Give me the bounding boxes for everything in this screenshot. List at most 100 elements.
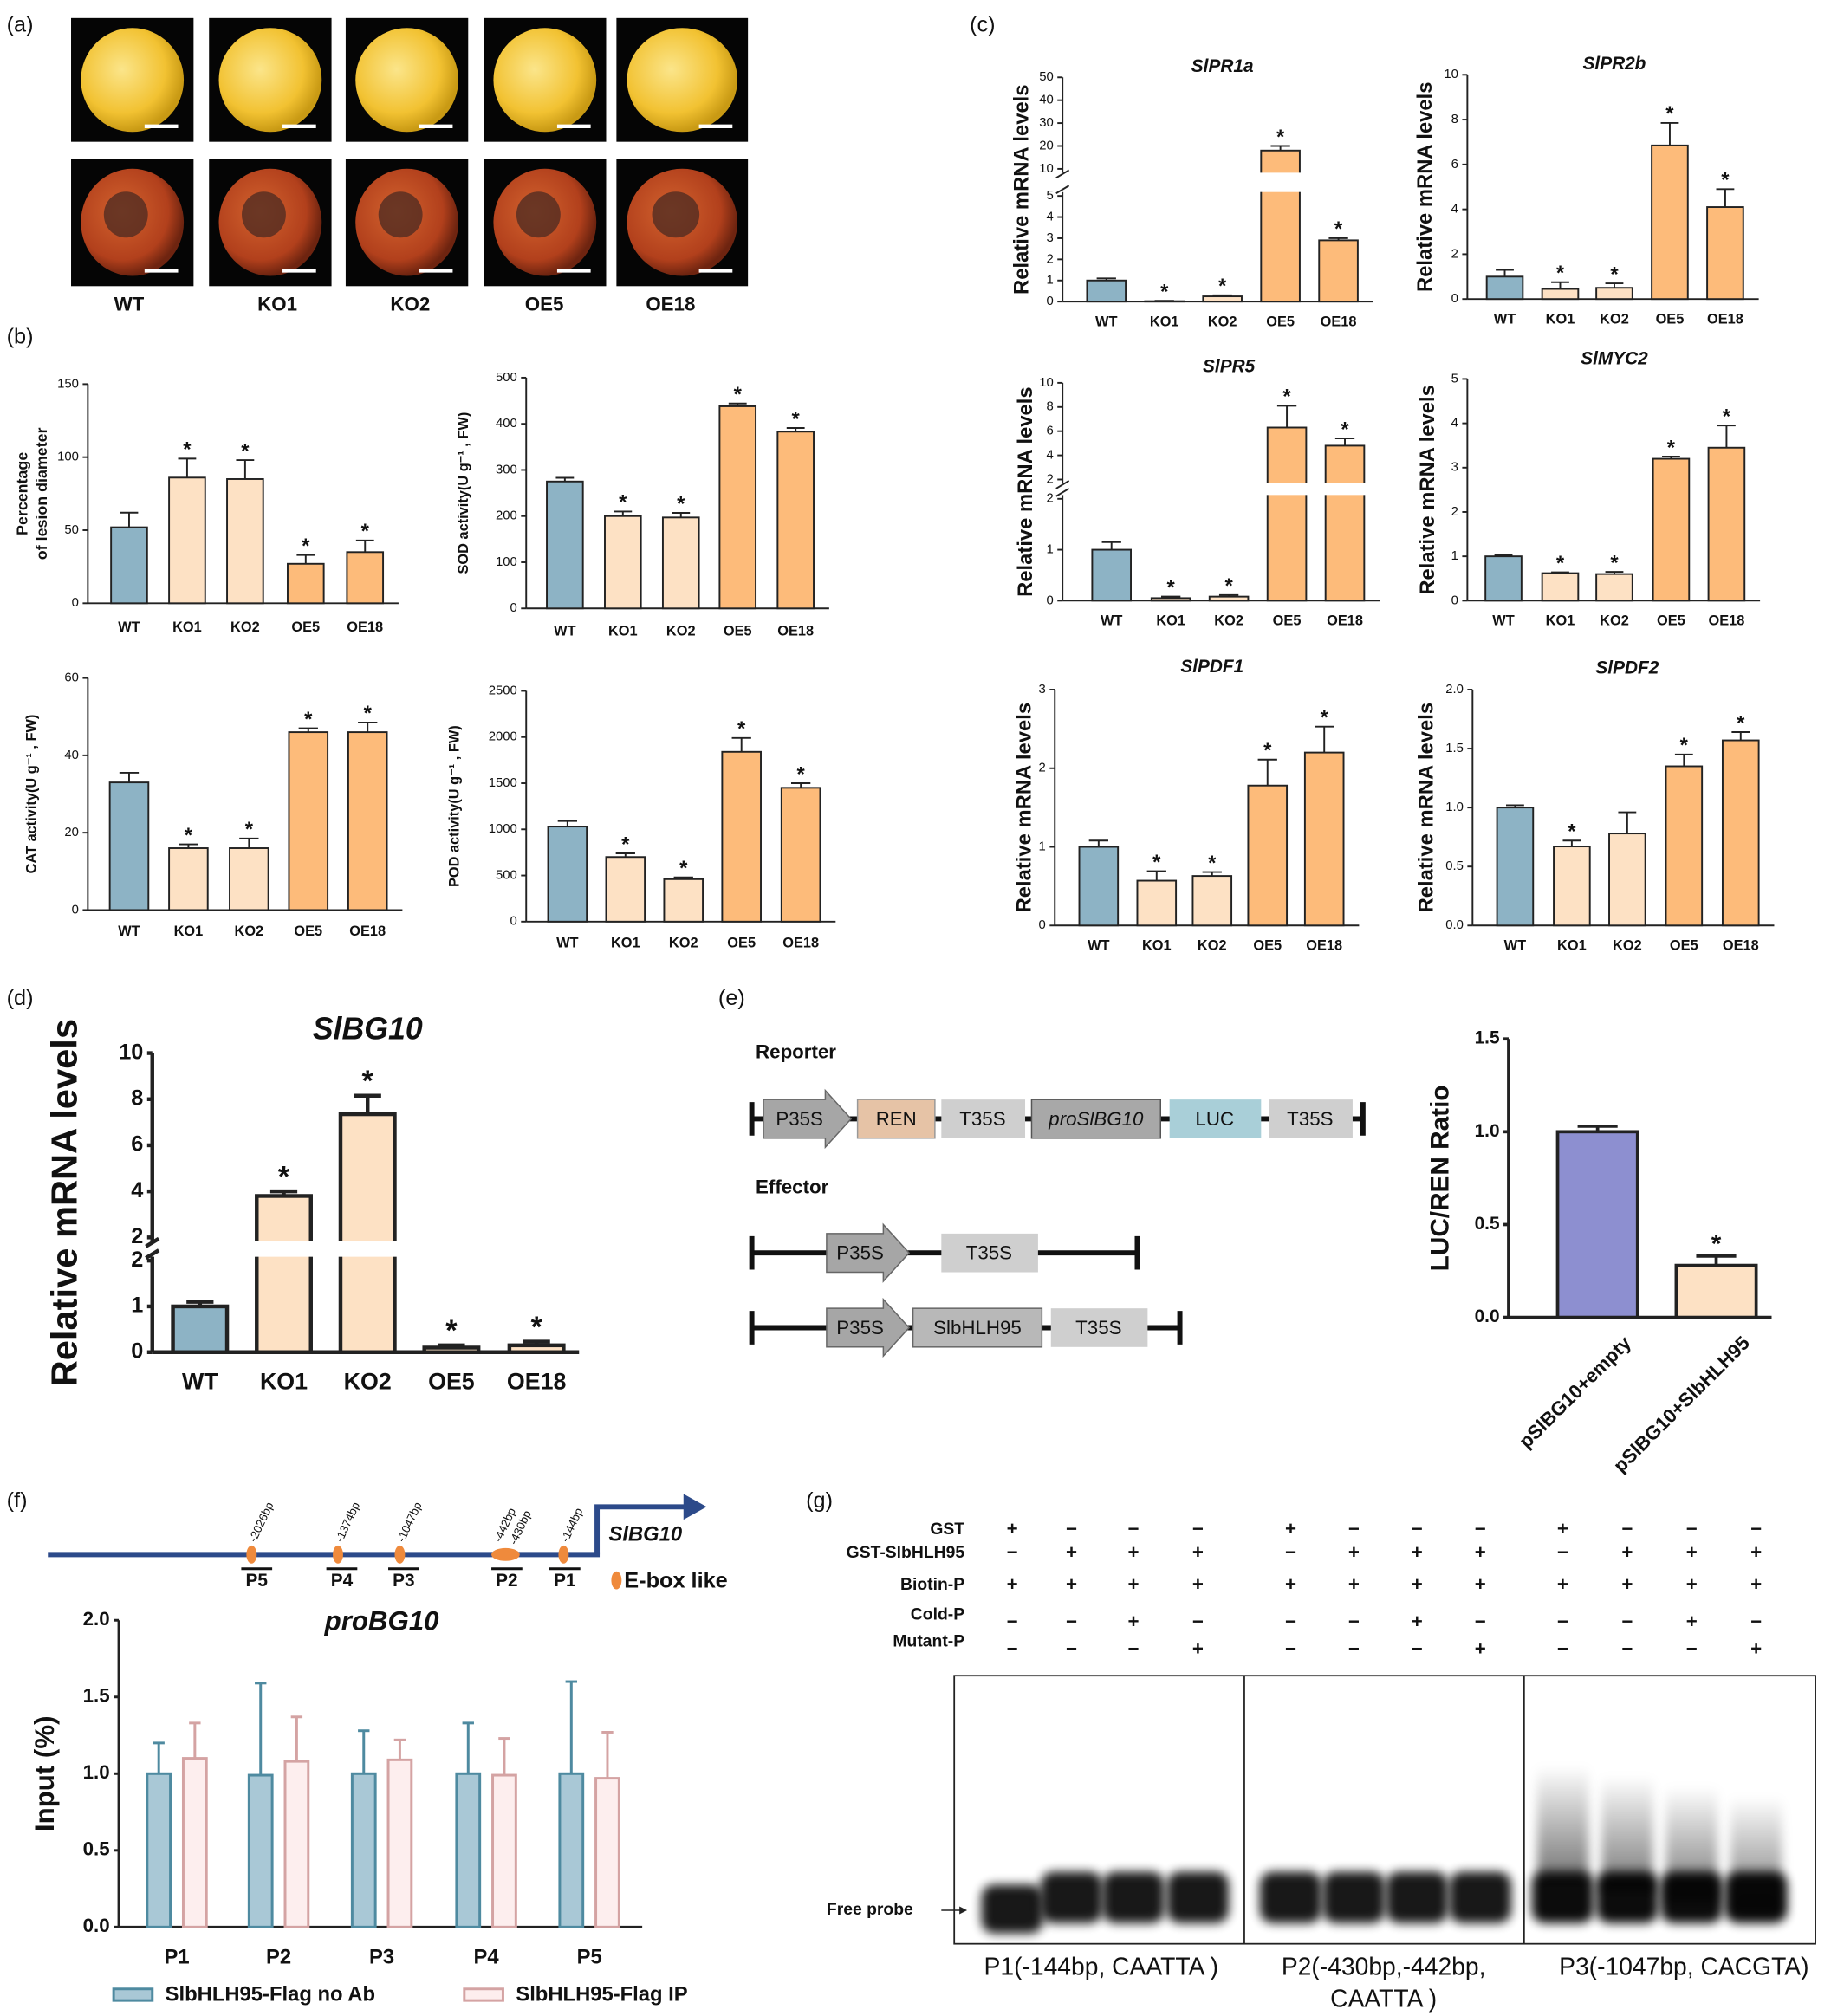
bar [1136, 879, 1178, 927]
x-tick-label: KO1 [1546, 613, 1575, 628]
band [1724, 1871, 1788, 1923]
caption: P1(-144bp, CAATTA ) [984, 1952, 1219, 1980]
significance: * [1568, 820, 1576, 844]
emsa-sign: − [1475, 1611, 1486, 1632]
bar [338, 1112, 397, 1354]
y-tick-label: 6 [1046, 425, 1053, 438]
y-tick-label: 3 [1039, 683, 1046, 697]
bar [1266, 426, 1308, 602]
x-tick-label: WT [1494, 311, 1516, 327]
significance: * [1224, 574, 1233, 598]
y-axis-label: Relative mRNA levels [1413, 81, 1437, 292]
y-tick-label: 400 [496, 417, 517, 431]
lesion [516, 191, 561, 238]
y-tick-label: 5 [1451, 372, 1458, 386]
y-tick-label: 0 [72, 903, 79, 917]
axis-break-mark [145, 1248, 160, 1261]
panel-label: (e) [718, 986, 745, 1010]
bar [546, 480, 584, 610]
emsa-sign: + [1475, 1573, 1486, 1595]
x-tick-label: KO2 [235, 924, 264, 939]
y-tick-label: 5 [1046, 189, 1053, 203]
emsa-sign: + [1412, 1573, 1423, 1595]
y-tick-label: 2500 [489, 684, 517, 697]
bar [288, 731, 329, 911]
y-tick-label: 8 [1451, 113, 1458, 126]
bar [558, 1772, 585, 1928]
y-tick-label: 6 [131, 1132, 143, 1157]
element [856, 1099, 936, 1139]
bar [1496, 807, 1535, 927]
probe-label: P2 [496, 1571, 517, 1591]
emsa-sign: + [1621, 1541, 1633, 1563]
e-box [246, 1545, 257, 1564]
y-tick-label: 0.0 [1445, 918, 1464, 932]
significance: * [1263, 739, 1272, 762]
element-label: P35S [836, 1317, 884, 1339]
fruit [81, 28, 185, 133]
bar [168, 476, 206, 605]
y-tick-label: 0 [131, 1339, 143, 1363]
y-axis-label: Relative mRNA levels [1010, 84, 1033, 295]
emsa-sign: − [1621, 1518, 1633, 1540]
emsa-sign: − [1621, 1611, 1633, 1632]
x-tick-label: OE18 [1327, 613, 1363, 628]
x-tick-label: WT [1095, 314, 1117, 329]
legend-label: SlbHLH95-Flag no Ab [166, 1982, 375, 2006]
y-tick-label: 500 [496, 868, 517, 882]
significance: * [737, 717, 746, 741]
x-tick-label: P3 [369, 1945, 394, 1968]
y-axis-label: Percentage [14, 452, 31, 535]
band [1040, 1871, 1103, 1923]
x-tick-label: KO1 [608, 623, 638, 639]
emsa-sign: + [1192, 1637, 1204, 1659]
site-label: -1047bp [394, 1500, 424, 1544]
x-tick-label: KO1 [260, 1369, 308, 1395]
bar [780, 787, 821, 923]
y-axis-label: Input (%) [29, 1715, 60, 1831]
e-box [394, 1545, 406, 1564]
y-tick-label: 2 [131, 1248, 143, 1272]
lesion [652, 191, 700, 238]
significance: * [183, 438, 192, 462]
y-tick-label: 2000 [489, 730, 517, 744]
emsa-sign: − [1285, 1611, 1296, 1632]
y-tick-label: 4 [1046, 210, 1053, 224]
y-tick-label: 2 [1451, 505, 1458, 519]
y-tick-label: 1 [1451, 549, 1458, 563]
emsa-sign: + [1066, 1573, 1077, 1595]
y-tick-label: 50 [64, 523, 79, 537]
x-tick-label: pSlBG10+SlbHLH95 [1609, 1332, 1754, 1476]
y-tick-label: 0.5 [83, 1838, 110, 1860]
bar [718, 405, 757, 610]
significance: * [1680, 734, 1689, 757]
emsa-row-label: GST [930, 1520, 964, 1539]
bar [1541, 288, 1580, 301]
emsa-sign: + [1686, 1541, 1698, 1563]
y-tick-label: 0 [1451, 593, 1458, 607]
significance: * [1282, 386, 1291, 409]
y-tick-label: 200 [496, 509, 517, 523]
x-tick-label: KO1 [1546, 311, 1575, 327]
x-tick-label: WT [1492, 613, 1514, 628]
significance: * [1321, 706, 1329, 729]
bar [1078, 846, 1120, 927]
x-tick-label: OE18 [1708, 613, 1744, 628]
emsa-sign: − [1750, 1611, 1762, 1632]
significance: * [302, 535, 310, 558]
emsa-sign: − [1750, 1518, 1762, 1540]
band [1166, 1871, 1230, 1923]
e-box [491, 1547, 520, 1561]
x-tick-label: OE18 [1306, 937, 1342, 953]
axis-break-gap [1263, 483, 1310, 496]
emsa-sign: + [1127, 1573, 1139, 1595]
axis-break-gap [336, 1241, 399, 1257]
bar [1086, 279, 1127, 303]
y-tick-label: 0.0 [1475, 1306, 1500, 1326]
x-tick-label: KO2 [1600, 311, 1629, 327]
y-axis-label: LUC/REN Ratio [1425, 1085, 1454, 1271]
bar [422, 1345, 481, 1354]
element-label: T35S [959, 1108, 1005, 1130]
emsa-sign: − [1557, 1611, 1568, 1632]
